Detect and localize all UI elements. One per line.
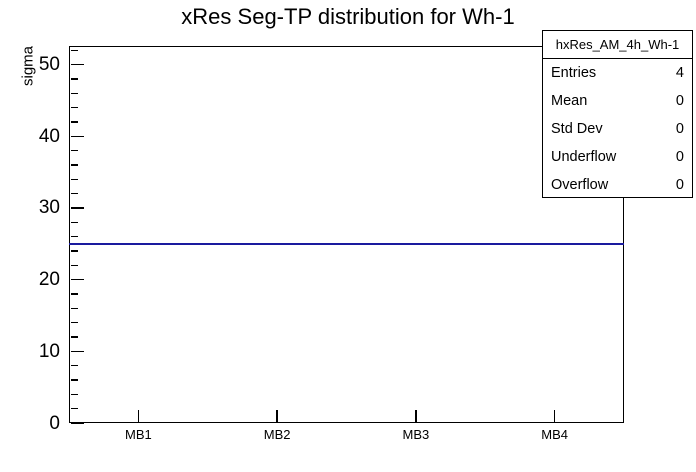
y-minor-tick [70, 364, 78, 367]
stats-box-title: hxRes_AM_4h_Wh-1 [543, 31, 692, 59]
stats-row-label: Entries [551, 65, 597, 81]
y-tick-label: 30 [38, 197, 60, 219]
stats-row: Mean 0 [543, 87, 692, 115]
stats-row-label: Std Dev [551, 121, 603, 137]
y-tick-label: 20 [38, 269, 60, 291]
x-tick-label: MB2 [263, 427, 291, 442]
stats-row-label: Mean [551, 93, 588, 109]
stats-row-value: 0 [675, 121, 684, 137]
x-tick-label: MB1 [125, 427, 152, 442]
y-minor-tick [70, 235, 78, 238]
y-major-tick [70, 278, 84, 281]
y-minor-tick [70, 379, 78, 381]
y-major-tick [70, 422, 84, 424]
stats-row-value: 4 [675, 65, 684, 81]
y-minor-tick [70, 307, 78, 310]
stats-box-rows: Entries 4 Mean 0 Std Dev 0 Underflow 0 Overflow 0 [543, 59, 692, 199]
x-tick [415, 409, 417, 422]
stats-row: Std Dev 0 [543, 115, 692, 143]
histogram-line-segment [485, 243, 624, 245]
stats-row-value: 0 [675, 93, 684, 109]
y-minor-tick [70, 78, 78, 80]
y-minor-tick [70, 106, 78, 109]
y-major-tick [70, 207, 84, 209]
y-minor-tick [70, 336, 78, 338]
plot-frame [69, 46, 624, 423]
y-minor-tick [70, 164, 78, 166]
y-tick-label: 10 [38, 340, 60, 362]
y-major-tick [70, 350, 84, 353]
stats-row-value: 0 [675, 149, 684, 165]
y-minor-tick [70, 121, 78, 123]
y-minor-tick [70, 393, 78, 396]
histogram-line-segment [346, 243, 486, 245]
y-tick-label: 0 [49, 412, 60, 434]
x-tick-label: MB3 [402, 427, 430, 442]
y-tick-label: 40 [38, 125, 60, 147]
x-tick [137, 409, 140, 422]
chart-title: xRes Seg-TP distribution for Wh-1 [181, 4, 515, 29]
histogram-line-segment [69, 243, 208, 245]
y-minor-tick [70, 321, 78, 324]
stats-row: Overflow 0 [543, 171, 692, 199]
y-minor-tick [70, 407, 78, 410]
stats-row-label: Underflow [551, 149, 617, 165]
y-minor-tick [70, 264, 78, 267]
x-tick [553, 409, 556, 422]
stats-box: hxRes_AM_4h_Wh-1 Entries 4 Mean 0 Std Dev 0 Un… [542, 30, 693, 198]
y-minor-tick [70, 192, 78, 195]
y-minor-tick [70, 149, 78, 152]
stats-row: Entries 4 [543, 59, 692, 87]
y-tick-label: 50 [38, 54, 60, 76]
stats-row-label: Overflow [551, 177, 609, 193]
y-minor-tick [70, 49, 78, 52]
y-minor-tick [70, 250, 78, 252]
y-minor-tick [70, 92, 78, 95]
y-minor-tick [70, 221, 78, 224]
y-major-tick [70, 63, 84, 66]
x-tick-label: MB4 [541, 427, 568, 442]
y-major-tick [70, 135, 84, 138]
x-tick [276, 409, 278, 422]
y-minor-tick [70, 178, 78, 181]
stats-row: Underflow 0 [543, 143, 692, 171]
y-minor-tick [70, 293, 78, 295]
stats-row-value: 0 [675, 177, 684, 193]
histogram-line-segment [207, 243, 347, 245]
